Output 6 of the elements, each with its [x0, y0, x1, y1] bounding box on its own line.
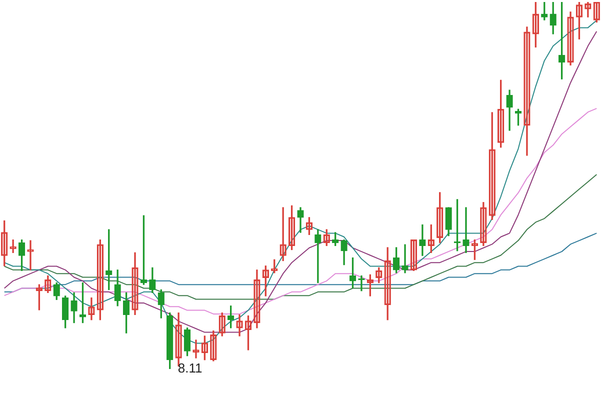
candlestick: [462, 207, 470, 253]
candlestick: [402, 244, 408, 274]
annotation: 8.11: [178, 360, 202, 376]
candlestick: [10, 239, 16, 253]
candlestick: [314, 229, 322, 284]
candlestick: [419, 224, 426, 256]
